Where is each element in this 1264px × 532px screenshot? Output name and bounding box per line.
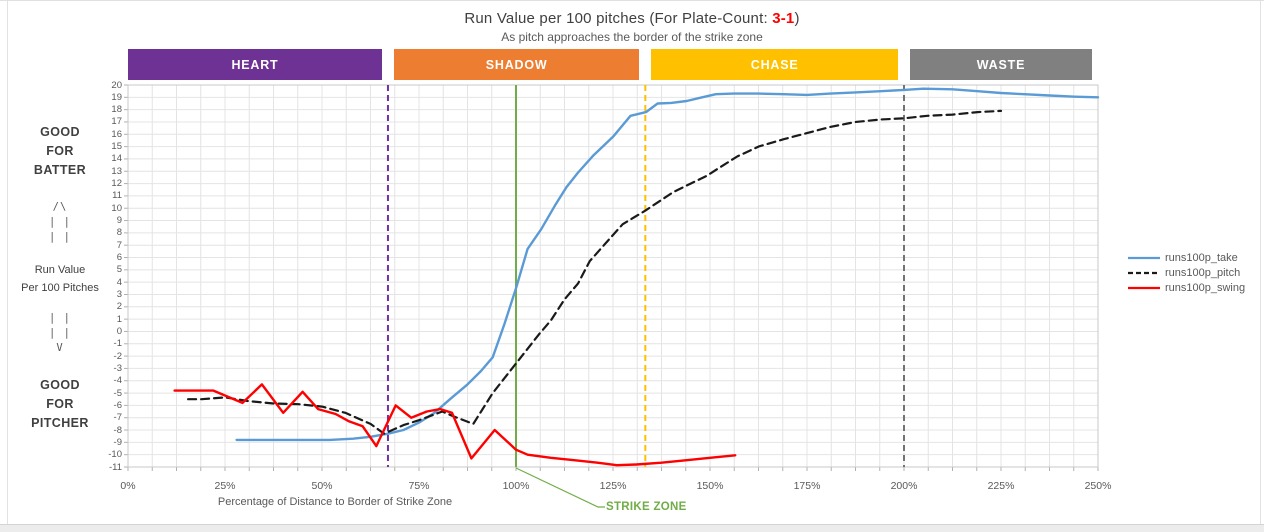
left-frame-line <box>7 1 8 524</box>
legend-label-pitch: runs100p_pitch <box>1165 266 1241 279</box>
y-tick-label: 16 <box>111 128 122 140</box>
title-count: 3-1 <box>772 10 795 27</box>
x-axis-title: Percentage of Distance to Border of Stri… <box>217 496 453 508</box>
footer-strip <box>0 524 1264 532</box>
y-tick-label: -8 <box>113 424 122 436</box>
chart-title-suffix: ) <box>794 10 800 27</box>
down-arrow-ascii: | | | | V <box>49 312 71 354</box>
y-tick-label: -1 <box>113 338 122 350</box>
zone-band-chase: CHASE <box>651 49 898 80</box>
zone-label-heart: HEART <box>231 57 279 72</box>
x-tick-label: 50% <box>311 480 333 492</box>
x-tick-label: 125% <box>599 480 627 492</box>
y-tick-label: 5 <box>116 264 122 276</box>
y-tick-label: -6 <box>113 399 122 411</box>
x-tick-label: 225% <box>987 480 1015 492</box>
legend-label-take: runs100p_take <box>1165 251 1238 264</box>
y-tick-label: -9 <box>113 436 122 448</box>
x-tick-label: 200% <box>890 480 918 492</box>
y-tick-label: 14 <box>111 153 122 165</box>
y-tick-label: 12 <box>111 178 122 190</box>
y-tick-label: 2 <box>116 301 122 313</box>
y-tick-label: 4 <box>116 276 122 288</box>
legend-item-swing: runs100p_swing <box>1128 280 1245 295</box>
series-line-runs100p_pitch <box>187 109 1003 435</box>
right-frame-line <box>1260 1 1261 524</box>
y-tick-label: 8 <box>116 227 122 239</box>
series-line-runs100p_swing <box>173 383 737 467</box>
plot-border <box>127 84 1099 468</box>
y-tick-label: -4 <box>113 375 122 387</box>
chart-title: Run Value per 100 pitches (For Plate-Cou… <box>0 10 1264 27</box>
legend-item-take: runs100p_take <box>1128 250 1245 265</box>
chart-subtitle: As pitch approaches the border of the st… <box>501 30 763 44</box>
legend-item-pitch: runs100p_pitch <box>1128 265 1245 280</box>
legend-line-sample-pitch <box>1128 271 1160 274</box>
up-arrow-ascii: /\ | | | | <box>49 201 71 243</box>
x-tick-label: 150% <box>696 480 724 492</box>
x-tick-label: 175% <box>793 480 821 492</box>
y-tick-label: -3 <box>113 362 122 374</box>
y-tick-label: -10 <box>108 449 122 461</box>
chart-title-prefix: Run Value per 100 pitches (For Plate-Cou… <box>464 10 773 27</box>
y-tick-label: 13 <box>111 165 122 177</box>
zone-band-shadow: SHADOW <box>393 49 640 80</box>
x-tick-label: 250% <box>1084 480 1112 492</box>
zone-label-shadow: SHADOW <box>485 57 548 72</box>
y-tick-label: -2 <box>113 350 122 362</box>
y-axis-title: Run Value Per 100 Pitches <box>21 264 99 294</box>
x-tick-label: 75% <box>408 480 430 492</box>
x-tick-label: 100% <box>502 480 530 492</box>
legend-line-sample-take <box>1128 256 1160 259</box>
zone-label-chase: CHASE <box>750 57 799 72</box>
zone-band-heart: HEART <box>128 49 382 80</box>
y-tick-label: 6 <box>116 252 122 264</box>
legend-label-swing: runs100p_swing <box>1165 281 1246 294</box>
y-tick-label: 15 <box>111 141 122 153</box>
good-for-batter-label: GOOD FOR BATTER <box>33 125 87 177</box>
y-tick-label: -11 <box>108 461 122 473</box>
legend-line-sample-swing <box>1128 286 1160 289</box>
y-tick-label: 18 <box>111 104 122 116</box>
y-tick-label: 19 <box>111 91 122 103</box>
y-tick-label: 9 <box>116 215 122 227</box>
x-tick-label: 25% <box>214 480 236 492</box>
legend: runs100p_take runs100p_pitch runs100p_sw… <box>1128 250 1245 295</box>
y-tick-label: 20 <box>111 79 122 91</box>
good-for-pitcher-label: GOOD FOR PITCHER <box>31 378 89 430</box>
strike-zone-label: STRIKE ZONE <box>606 501 687 513</box>
y-tick-label: 3 <box>116 288 122 300</box>
y-tick-label: 7 <box>116 239 122 251</box>
zone-label-waste: WASTE <box>976 57 1026 72</box>
x-tick-label: 0% <box>120 480 136 492</box>
y-tick-label: 0 <box>116 325 122 337</box>
y-tick-label: 11 <box>112 190 122 202</box>
y-tick-label: 1 <box>116 313 122 325</box>
zone-band-waste: WASTE <box>910 49 1092 80</box>
y-tick-label: -7 <box>113 412 122 424</box>
y-tick-label: 17 <box>111 116 122 128</box>
series-line-runs100p_take <box>235 87 1100 442</box>
y-tick-label: -5 <box>113 387 122 399</box>
y-tick-label: 10 <box>111 202 122 214</box>
